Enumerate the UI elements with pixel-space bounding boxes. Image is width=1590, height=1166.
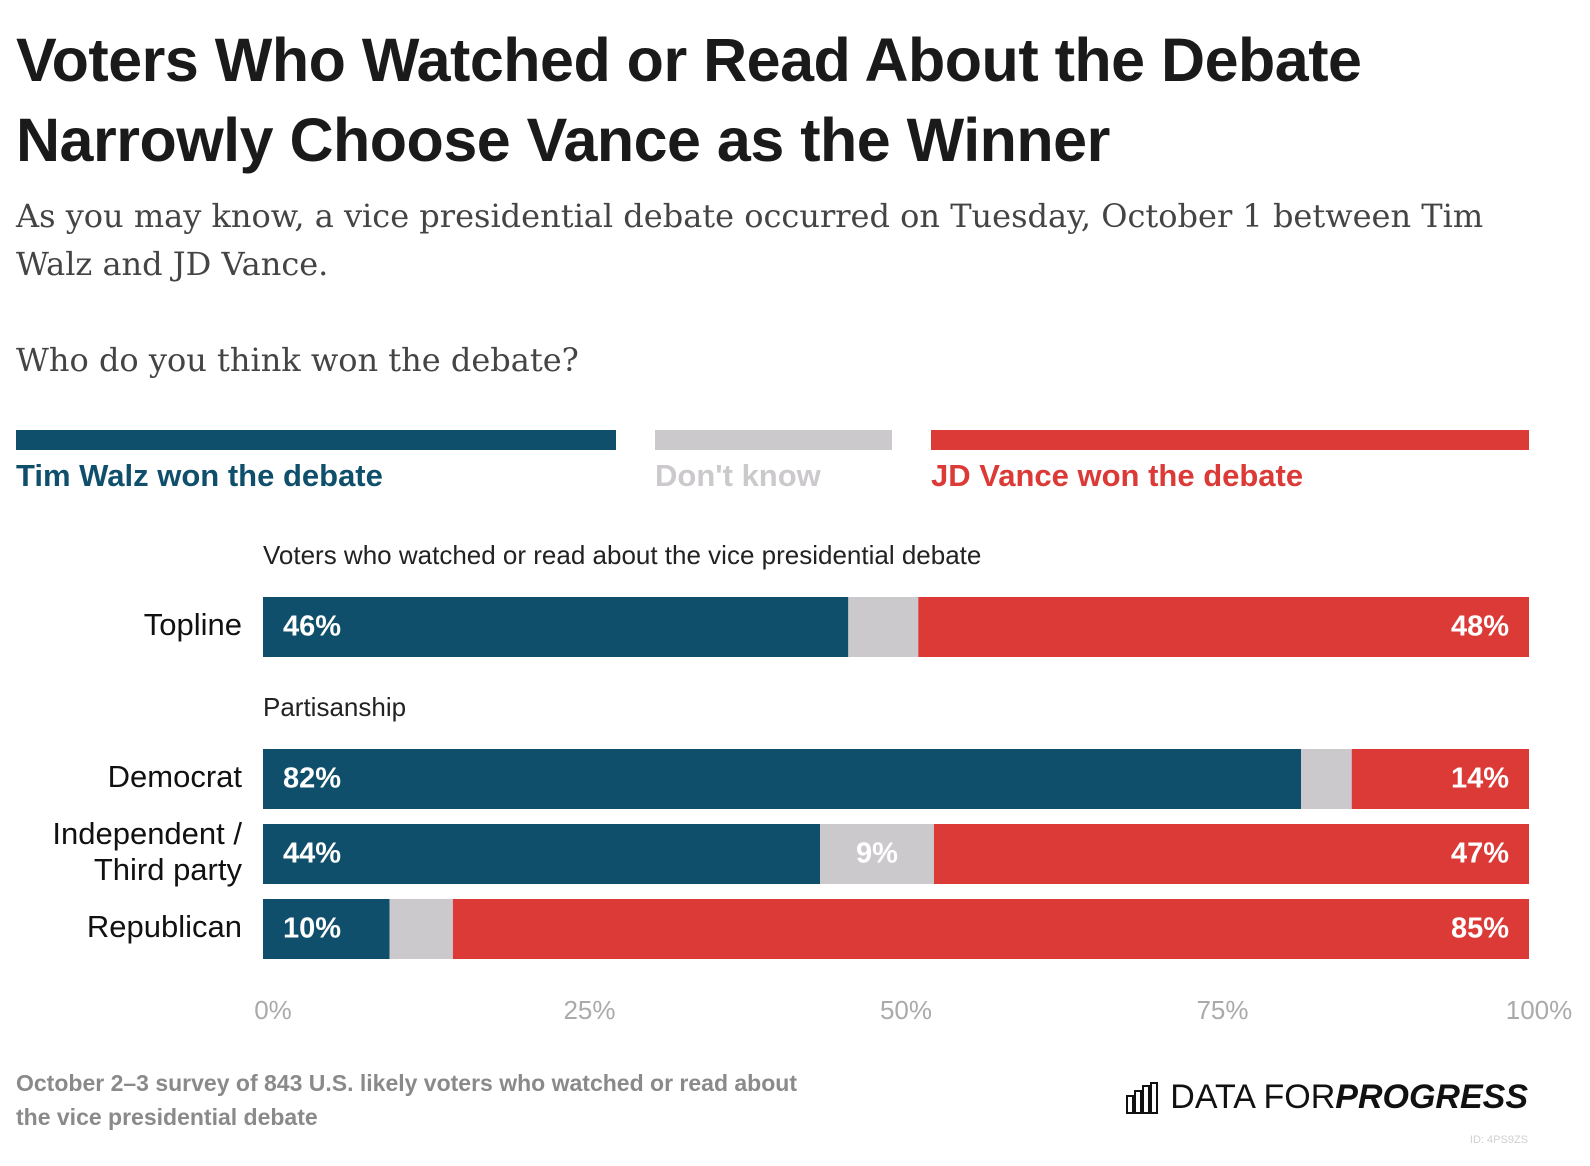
bar-chart-logo-icon xyxy=(1126,1081,1159,1114)
group-heading: Voters who watched or read about the vic… xyxy=(263,540,981,570)
bar-segment-walz xyxy=(263,597,849,657)
bar-segment-dont-know xyxy=(848,597,919,657)
chart-id: ID: 4PS9ZS xyxy=(1469,1134,1528,1146)
bar-segment-vance xyxy=(452,899,1529,959)
bar-segment-vance xyxy=(1351,749,1529,809)
row-label: Topline xyxy=(144,607,242,642)
row-label: Democrat xyxy=(108,759,243,794)
brand-logo: DATA FOR PROGRESS xyxy=(1126,1078,1528,1117)
x-tick-label: 50% xyxy=(880,995,932,1025)
legend-label-vance: JD Vance won the debate xyxy=(931,458,1304,493)
stacked-bar-chart: Voters who watched or read about the vic… xyxy=(52,540,1573,1025)
group-heading: Partisanship xyxy=(263,692,406,722)
x-tick-label: 0% xyxy=(254,995,292,1025)
bar-segment-walz xyxy=(263,749,1302,809)
data-label-walz: 44% xyxy=(283,838,341,870)
bar-segment-dont-know xyxy=(820,824,934,884)
row-label: Independent / xyxy=(52,816,242,851)
brand-name-bold: PROGRESS xyxy=(1335,1078,1528,1116)
data-label-dont-know: 9% xyxy=(856,838,898,870)
x-tick-label: 100% xyxy=(1506,995,1573,1025)
row-label: Republican xyxy=(87,909,242,944)
survey-question: Who do you think won the debate? xyxy=(16,341,579,379)
bar-segment-dont-know xyxy=(1301,749,1352,809)
data-label-vance: 48% xyxy=(1451,611,1509,643)
x-tick-label: 75% xyxy=(1196,995,1248,1025)
legend-swatch-dont-know xyxy=(655,430,892,450)
data-label-vance: 14% xyxy=(1451,763,1509,795)
legend-label-dont-know: Don't know xyxy=(655,458,821,493)
data-label-vance: 85% xyxy=(1451,913,1509,945)
bar-segment-vance xyxy=(933,824,1529,884)
chart-subtitle: As you may know, a vice presidential deb… xyxy=(16,197,1484,283)
legend-swatch-walz xyxy=(16,430,616,450)
chart-title: Voters Who Watched or Read About the Deb… xyxy=(16,26,1362,174)
data-label-walz: 82% xyxy=(283,763,341,795)
legend-swatch-vance xyxy=(931,430,1529,450)
bar-segment-walz xyxy=(263,899,390,959)
data-label-walz: 10% xyxy=(283,913,341,945)
row-label: Third party xyxy=(94,852,243,887)
bar-segment-dont-know xyxy=(389,899,453,959)
brand-name-regular: DATA FOR xyxy=(1170,1078,1336,1116)
data-label-walz: 46% xyxy=(283,611,341,643)
legend-label-walz: Tim Walz won the debate xyxy=(16,458,383,493)
bar-segment-walz xyxy=(263,824,821,884)
data-label-vance: 47% xyxy=(1451,838,1509,870)
x-tick-label: 25% xyxy=(563,995,615,1025)
bar-segment-vance xyxy=(918,597,1529,657)
survey-footnote: October 2–3 survey of 843 U.S. likely vo… xyxy=(16,1070,797,1130)
